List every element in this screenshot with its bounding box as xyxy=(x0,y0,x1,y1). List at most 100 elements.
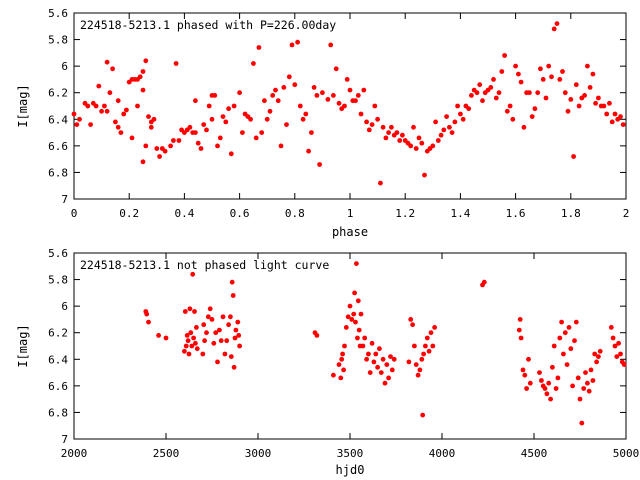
data-point xyxy=(267,108,273,114)
data-point xyxy=(220,114,226,119)
plot-frame xyxy=(73,12,627,200)
data-point xyxy=(140,87,146,93)
data-point xyxy=(192,309,197,314)
data-point xyxy=(118,130,124,136)
data-point xyxy=(581,386,587,391)
data-point xyxy=(215,143,220,149)
data-point xyxy=(411,124,416,130)
data-point xyxy=(226,106,232,112)
data-point xyxy=(121,111,127,117)
data-point xyxy=(358,311,364,317)
data-point xyxy=(137,74,143,80)
data-point xyxy=(587,85,593,90)
data-point xyxy=(504,108,510,114)
data-point xyxy=(204,330,209,336)
y-tick-label: 5.8 xyxy=(48,34,68,47)
y-tick-label: 6.4 xyxy=(48,353,68,366)
data-point xyxy=(198,146,204,151)
data-point xyxy=(345,314,351,320)
data-point xyxy=(413,146,419,151)
data-point xyxy=(229,279,235,285)
data-point xyxy=(361,87,367,93)
data-point xyxy=(371,359,377,365)
y-tick-label: 6.8 xyxy=(48,406,68,419)
data-point xyxy=(522,372,528,378)
data-point xyxy=(154,146,160,151)
data-point xyxy=(286,74,292,80)
data-point xyxy=(382,380,388,386)
data-point xyxy=(481,279,487,285)
data-point xyxy=(415,372,421,378)
data-point xyxy=(314,333,320,338)
plot-frame xyxy=(73,252,627,440)
phased-light-curve-panel: 0 0.2 0.4 0.6 0.8 1 1.2 1.4 1.6 1.8 2 5.6 5.8 6 6.2 6.… xyxy=(16,7,629,239)
data-point xyxy=(412,343,417,349)
data-point xyxy=(422,172,427,178)
data-point xyxy=(386,375,391,381)
data-point xyxy=(235,319,241,325)
data-point xyxy=(102,103,107,109)
data-point xyxy=(616,340,621,346)
data-point xyxy=(194,325,199,330)
y-tick-label: 6.6 xyxy=(48,140,68,153)
data-point xyxy=(548,396,553,402)
data-point xyxy=(355,93,361,98)
data-point xyxy=(309,130,314,136)
data-point xyxy=(546,380,552,386)
data-point xyxy=(380,356,386,362)
data-point xyxy=(187,124,193,130)
data-point xyxy=(566,325,572,330)
x-tick-label: 1.4 xyxy=(450,207,470,220)
data-point xyxy=(344,77,350,82)
data-point xyxy=(300,116,306,122)
data-point xyxy=(612,343,618,349)
data-point xyxy=(544,391,550,397)
data-point xyxy=(209,317,215,322)
data-point xyxy=(143,58,149,64)
data-point xyxy=(540,77,546,82)
data-point xyxy=(562,90,568,96)
y-tick-label: 7 xyxy=(61,193,68,206)
data-point xyxy=(419,140,425,146)
data-point xyxy=(187,306,193,312)
data-point xyxy=(582,93,587,98)
data-point xyxy=(193,130,198,136)
data-point xyxy=(342,343,347,349)
data-point xyxy=(572,338,577,344)
data-point xyxy=(366,127,372,133)
data-point xyxy=(195,140,201,146)
data-point xyxy=(493,95,499,101)
data-point xyxy=(585,380,590,386)
data-point xyxy=(289,42,295,48)
data-point xyxy=(590,378,596,383)
data-point xyxy=(543,95,549,101)
data-point xyxy=(140,159,146,165)
data-point xyxy=(499,69,505,74)
y-tick-labels: 5.6 5.8 6 6.2 6.4 6.6 6.8 7 xyxy=(48,7,68,206)
data-point xyxy=(200,351,206,357)
data-point xyxy=(561,351,566,357)
data-point xyxy=(458,111,463,117)
data-point xyxy=(449,130,455,136)
x-axis-label: phase xyxy=(332,225,368,239)
data-point xyxy=(579,420,585,426)
data-point xyxy=(297,103,303,109)
data-point xyxy=(539,378,544,383)
data-point xyxy=(576,103,582,109)
data-point xyxy=(331,93,336,98)
data-point xyxy=(369,340,375,346)
data-point xyxy=(438,132,444,138)
data-point xyxy=(594,359,599,365)
data-point xyxy=(610,335,616,341)
data-point xyxy=(320,90,325,96)
data-point xyxy=(618,351,623,357)
data-point xyxy=(273,87,278,93)
data-point xyxy=(71,111,77,117)
data-point xyxy=(231,364,237,370)
data-point xyxy=(559,319,564,325)
data-point xyxy=(292,82,298,88)
data-point xyxy=(194,346,200,352)
data-point xyxy=(593,100,598,106)
y-axis-label: I[mag] xyxy=(16,84,30,127)
